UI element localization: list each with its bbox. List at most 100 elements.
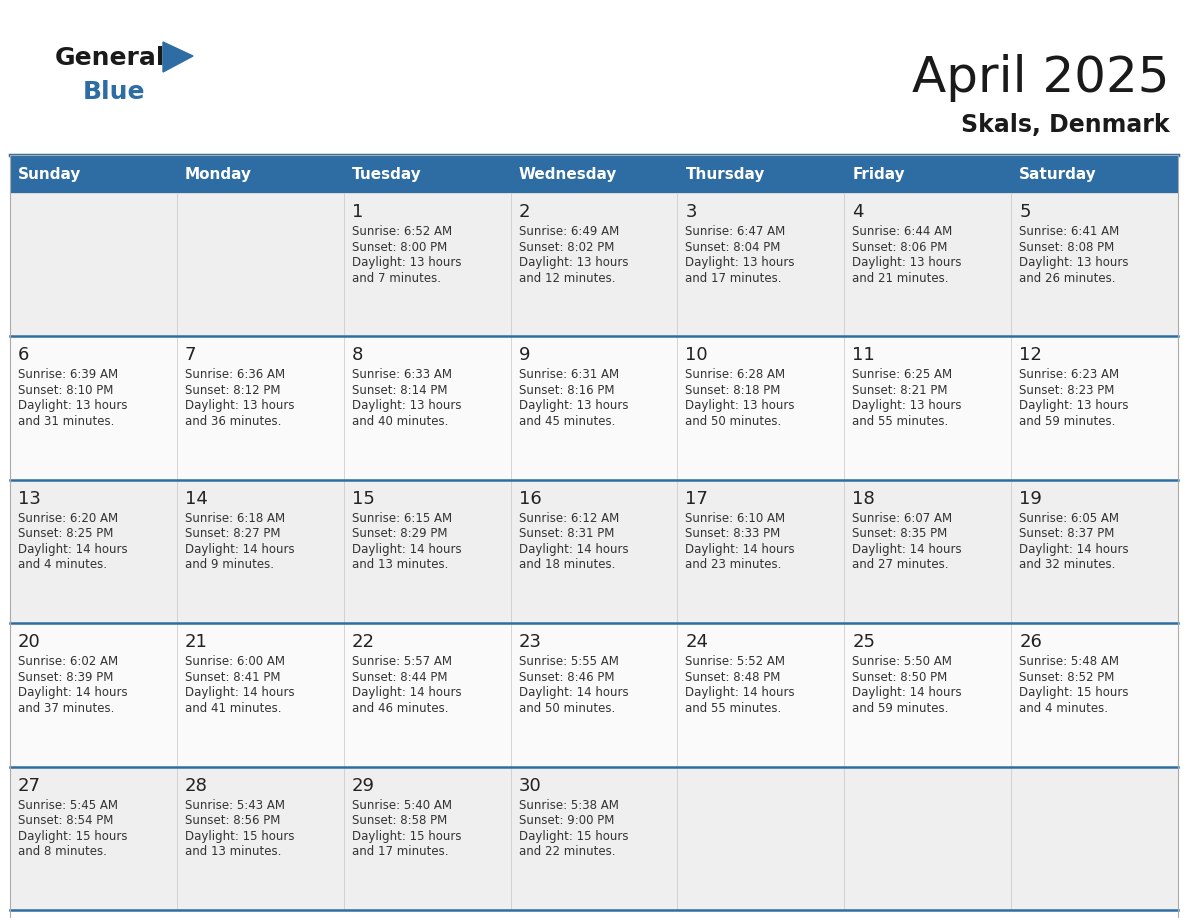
Text: Daylight: 13 hours: Daylight: 13 hours xyxy=(185,399,295,412)
Text: Sunrise: 5:48 AM: Sunrise: 5:48 AM xyxy=(1019,655,1119,668)
Text: and 23 minutes.: and 23 minutes. xyxy=(685,558,782,571)
Text: Daylight: 14 hours: Daylight: 14 hours xyxy=(352,543,461,555)
Text: and 50 minutes.: and 50 minutes. xyxy=(685,415,782,428)
Bar xyxy=(177,336,343,480)
Text: Sunset: 8:16 PM: Sunset: 8:16 PM xyxy=(519,384,614,397)
Text: Daylight: 15 hours: Daylight: 15 hours xyxy=(352,830,461,843)
Text: Daylight: 14 hours: Daylight: 14 hours xyxy=(685,543,795,555)
Text: and 22 minutes.: and 22 minutes. xyxy=(519,845,615,858)
Text: Sunrise: 6:23 AM: Sunrise: 6:23 AM xyxy=(1019,368,1119,381)
Text: Sunrise: 6:44 AM: Sunrise: 6:44 AM xyxy=(852,225,953,238)
Text: Daylight: 13 hours: Daylight: 13 hours xyxy=(352,399,461,412)
Text: Sunrise: 6:47 AM: Sunrise: 6:47 AM xyxy=(685,225,785,238)
Bar xyxy=(511,336,677,480)
Text: and 46 minutes.: and 46 minutes. xyxy=(352,701,448,715)
Text: and 17 minutes.: and 17 minutes. xyxy=(352,845,448,858)
Bar xyxy=(845,480,1011,623)
Bar xyxy=(511,193,677,336)
Text: and 4 minutes.: and 4 minutes. xyxy=(1019,701,1108,715)
Text: Daylight: 14 hours: Daylight: 14 hours xyxy=(852,686,962,700)
Text: Sunrise: 6:20 AM: Sunrise: 6:20 AM xyxy=(18,512,118,525)
Text: Sunrise: 5:40 AM: Sunrise: 5:40 AM xyxy=(352,799,451,812)
Text: and 26 minutes.: and 26 minutes. xyxy=(1019,272,1116,285)
Text: Tuesday: Tuesday xyxy=(352,166,422,182)
Bar xyxy=(10,155,1178,193)
Text: Daylight: 15 hours: Daylight: 15 hours xyxy=(1019,686,1129,700)
Text: 15: 15 xyxy=(352,490,374,508)
Text: Sunset: 8:44 PM: Sunset: 8:44 PM xyxy=(352,671,447,684)
Text: 23: 23 xyxy=(519,633,542,651)
Text: and 32 minutes.: and 32 minutes. xyxy=(1019,558,1116,571)
Text: and 31 minutes.: and 31 minutes. xyxy=(18,415,114,428)
Text: Sunrise: 6:28 AM: Sunrise: 6:28 AM xyxy=(685,368,785,381)
Text: Sunset: 8:29 PM: Sunset: 8:29 PM xyxy=(352,527,447,541)
Text: 30: 30 xyxy=(519,777,542,795)
Text: and 17 minutes.: and 17 minutes. xyxy=(685,272,782,285)
Text: and 7 minutes.: and 7 minutes. xyxy=(352,272,441,285)
Bar xyxy=(677,767,845,910)
Text: and 36 minutes.: and 36 minutes. xyxy=(185,415,282,428)
Text: Sunrise: 6:36 AM: Sunrise: 6:36 AM xyxy=(185,368,285,381)
Text: and 13 minutes.: and 13 minutes. xyxy=(185,845,282,858)
Text: Daylight: 14 hours: Daylight: 14 hours xyxy=(185,543,295,555)
Text: Sunrise: 6:31 AM: Sunrise: 6:31 AM xyxy=(519,368,619,381)
Text: Sunrise: 6:49 AM: Sunrise: 6:49 AM xyxy=(519,225,619,238)
Text: Sunrise: 6:00 AM: Sunrise: 6:00 AM xyxy=(185,655,285,668)
Bar xyxy=(1011,336,1178,480)
Text: Sunrise: 6:05 AM: Sunrise: 6:05 AM xyxy=(1019,512,1119,525)
Text: Daylight: 14 hours: Daylight: 14 hours xyxy=(352,686,461,700)
Text: and 27 minutes.: and 27 minutes. xyxy=(852,558,949,571)
Text: and 41 minutes.: and 41 minutes. xyxy=(185,701,282,715)
Text: Sunrise: 6:02 AM: Sunrise: 6:02 AM xyxy=(18,655,118,668)
Text: 4: 4 xyxy=(852,203,864,221)
Text: Sunset: 8:41 PM: Sunset: 8:41 PM xyxy=(185,671,280,684)
Text: Daylight: 13 hours: Daylight: 13 hours xyxy=(519,399,628,412)
Text: Sunrise: 5:45 AM: Sunrise: 5:45 AM xyxy=(18,799,118,812)
Text: Daylight: 13 hours: Daylight: 13 hours xyxy=(519,256,628,269)
Text: Daylight: 14 hours: Daylight: 14 hours xyxy=(185,686,295,700)
Text: 26: 26 xyxy=(1019,633,1042,651)
Text: Daylight: 13 hours: Daylight: 13 hours xyxy=(685,256,795,269)
Text: Saturday: Saturday xyxy=(1019,166,1097,182)
Bar xyxy=(10,155,1178,918)
Text: Daylight: 14 hours: Daylight: 14 hours xyxy=(18,686,127,700)
Text: Sunday: Sunday xyxy=(18,166,81,182)
Text: and 8 minutes.: and 8 minutes. xyxy=(18,845,107,858)
Text: and 59 minutes.: and 59 minutes. xyxy=(852,701,949,715)
Text: Sunrise: 5:43 AM: Sunrise: 5:43 AM xyxy=(185,799,285,812)
Text: Daylight: 14 hours: Daylight: 14 hours xyxy=(519,686,628,700)
Text: and 37 minutes.: and 37 minutes. xyxy=(18,701,114,715)
Text: Sunset: 8:04 PM: Sunset: 8:04 PM xyxy=(685,241,781,253)
Text: Sunset: 8:23 PM: Sunset: 8:23 PM xyxy=(1019,384,1114,397)
Text: Sunset: 8:25 PM: Sunset: 8:25 PM xyxy=(18,527,113,541)
Text: Sunrise: 6:41 AM: Sunrise: 6:41 AM xyxy=(1019,225,1119,238)
Text: Sunrise: 6:18 AM: Sunrise: 6:18 AM xyxy=(185,512,285,525)
Text: 1: 1 xyxy=(352,203,364,221)
Text: 12: 12 xyxy=(1019,346,1042,364)
Text: Sunset: 8:10 PM: Sunset: 8:10 PM xyxy=(18,384,113,397)
Text: 17: 17 xyxy=(685,490,708,508)
Bar xyxy=(845,336,1011,480)
Text: 16: 16 xyxy=(519,490,542,508)
Text: Daylight: 15 hours: Daylight: 15 hours xyxy=(519,830,628,843)
Text: Sunrise: 5:57 AM: Sunrise: 5:57 AM xyxy=(352,655,451,668)
Text: Sunrise: 5:50 AM: Sunrise: 5:50 AM xyxy=(852,655,952,668)
Bar xyxy=(845,193,1011,336)
Text: 25: 25 xyxy=(852,633,876,651)
Bar xyxy=(677,193,845,336)
Bar xyxy=(845,623,1011,767)
Text: Sunset: 8:48 PM: Sunset: 8:48 PM xyxy=(685,671,781,684)
Text: Sunrise: 6:25 AM: Sunrise: 6:25 AM xyxy=(852,368,953,381)
Text: 13: 13 xyxy=(18,490,40,508)
Text: 24: 24 xyxy=(685,633,708,651)
Bar xyxy=(10,623,177,767)
Text: and 40 minutes.: and 40 minutes. xyxy=(352,415,448,428)
Text: and 4 minutes.: and 4 minutes. xyxy=(18,558,107,571)
Bar xyxy=(845,767,1011,910)
Text: Daylight: 13 hours: Daylight: 13 hours xyxy=(852,256,962,269)
Text: Thursday: Thursday xyxy=(685,166,765,182)
Bar xyxy=(511,480,677,623)
Text: Sunset: 8:56 PM: Sunset: 8:56 PM xyxy=(185,814,280,827)
Text: Sunrise: 5:55 AM: Sunrise: 5:55 AM xyxy=(519,655,619,668)
Text: Sunset: 8:46 PM: Sunset: 8:46 PM xyxy=(519,671,614,684)
